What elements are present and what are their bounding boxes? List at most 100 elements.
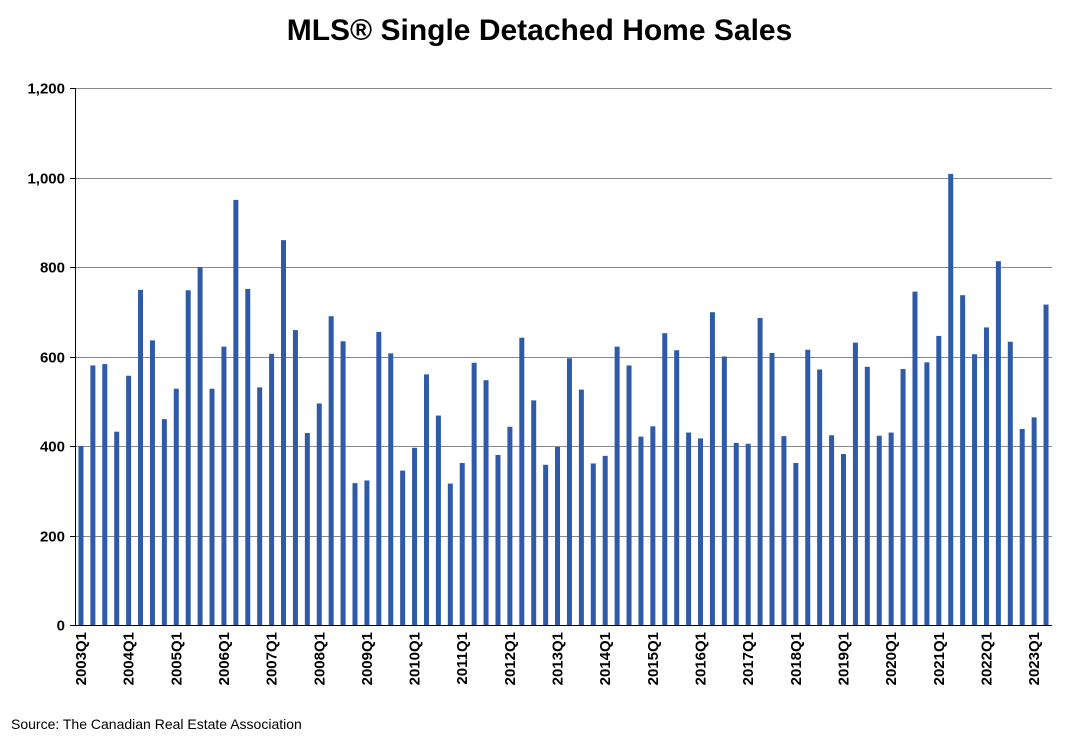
bar bbox=[948, 173, 954, 626]
bar bbox=[662, 333, 668, 625]
bar bbox=[757, 318, 763, 625]
chart-title: MLS® Single Detached Home Sales bbox=[286, 14, 793, 47]
bar bbox=[626, 365, 632, 625]
x-tick-label: 2007Q1 bbox=[264, 632, 281, 685]
x-tick-label: 2009Q1 bbox=[359, 632, 376, 685]
bar bbox=[459, 463, 465, 625]
bar bbox=[936, 335, 942, 625]
x-tick-label: 2011Q1 bbox=[454, 632, 471, 685]
y-tick-label: 400 bbox=[40, 439, 65, 456]
bar bbox=[829, 435, 835, 625]
bar bbox=[995, 261, 1001, 625]
axes bbox=[75, 88, 1052, 626]
x-tick-label: 2020Q1 bbox=[883, 632, 900, 685]
bar bbox=[340, 341, 346, 625]
bar bbox=[519, 337, 525, 625]
bar bbox=[173, 388, 179, 625]
bar bbox=[423, 374, 429, 625]
bar bbox=[126, 375, 132, 625]
bar bbox=[733, 442, 739, 625]
bar bbox=[602, 455, 608, 625]
x-tick-label: 2015Q1 bbox=[645, 632, 662, 685]
x-tick-label: 2014Q1 bbox=[597, 632, 614, 685]
x-tick-label: 2012Q1 bbox=[502, 632, 519, 685]
bar bbox=[257, 387, 263, 625]
bar bbox=[281, 240, 287, 625]
bar bbox=[1043, 304, 1049, 625]
bar bbox=[149, 340, 155, 625]
bar bbox=[507, 426, 513, 625]
bar bbox=[102, 364, 108, 625]
bar bbox=[388, 353, 394, 625]
x-tick-label: 2019Q1 bbox=[835, 632, 852, 685]
x-tick-label: 2003Q1 bbox=[73, 632, 90, 685]
bar bbox=[435, 415, 441, 625]
bar bbox=[221, 346, 227, 625]
bar bbox=[614, 346, 620, 625]
x-tick-label: 2005Q1 bbox=[168, 632, 185, 685]
bar bbox=[817, 369, 823, 625]
bar bbox=[471, 362, 477, 625]
bar bbox=[185, 290, 191, 625]
bar bbox=[400, 470, 406, 625]
bar bbox=[793, 463, 799, 625]
bar bbox=[805, 349, 811, 625]
x-tick-label: 2004Q1 bbox=[121, 632, 138, 685]
bar bbox=[483, 380, 489, 625]
bar bbox=[138, 289, 144, 625]
bar bbox=[543, 464, 549, 625]
x-tick-label: 2013Q1 bbox=[550, 632, 567, 685]
bar bbox=[495, 454, 501, 625]
bar bbox=[328, 316, 334, 625]
bar bbox=[1031, 417, 1037, 625]
bar bbox=[90, 365, 96, 625]
bar bbox=[316, 403, 322, 625]
x-tick-label: 2010Q1 bbox=[407, 632, 424, 685]
bar bbox=[876, 435, 882, 625]
bar bbox=[900, 369, 906, 625]
bar bbox=[352, 483, 358, 625]
x-tick-label: 2021Q1 bbox=[931, 632, 948, 685]
bar bbox=[721, 356, 727, 625]
y-tick-label: 1,200 bbox=[27, 81, 65, 98]
bar bbox=[864, 366, 870, 625]
x-tick-label: 2018Q1 bbox=[788, 632, 805, 685]
bar bbox=[686, 432, 692, 625]
y-tick-label: 200 bbox=[40, 529, 65, 546]
x-tick-label: 2022Q1 bbox=[978, 632, 995, 685]
bar bbox=[912, 291, 918, 625]
bar bbox=[78, 446, 84, 625]
y-tick-label: 600 bbox=[40, 350, 65, 367]
bar bbox=[960, 295, 966, 625]
bar bbox=[376, 331, 382, 625]
bar bbox=[269, 353, 275, 625]
x-tick-label: 2008Q1 bbox=[311, 632, 328, 685]
bar bbox=[304, 433, 310, 625]
x-tick-label: 2016Q1 bbox=[693, 632, 710, 685]
bar bbox=[983, 327, 989, 625]
bar bbox=[709, 312, 715, 625]
bar bbox=[209, 388, 215, 625]
bar bbox=[245, 288, 251, 625]
y-tick-labels: 0 200 400 600 800 1,000 1,200 bbox=[27, 81, 75, 635]
x-tick-label: 2017Q1 bbox=[740, 632, 757, 685]
x-tick-labels: 2003Q1 2004Q1 2005Q1 2006Q1 2007Q1 2008Q1 2009… bbox=[73, 632, 1043, 685]
x-tick-label: 2023Q1 bbox=[1026, 632, 1043, 685]
bar bbox=[161, 419, 167, 625]
bar bbox=[447, 483, 453, 625]
bar bbox=[364, 480, 370, 625]
bar bbox=[852, 342, 858, 625]
y-tick-label: 0 bbox=[57, 618, 65, 635]
bar bbox=[840, 454, 846, 625]
bar bbox=[566, 358, 572, 625]
bar bbox=[698, 438, 704, 625]
bar bbox=[578, 389, 584, 625]
y-tick-label: 1,000 bbox=[27, 171, 65, 188]
bar bbox=[412, 447, 418, 625]
bar bbox=[888, 432, 894, 625]
bar bbox=[674, 350, 680, 625]
bar bbox=[650, 426, 656, 625]
x-tick-label: 2006Q1 bbox=[216, 632, 233, 685]
bar bbox=[745, 443, 751, 625]
